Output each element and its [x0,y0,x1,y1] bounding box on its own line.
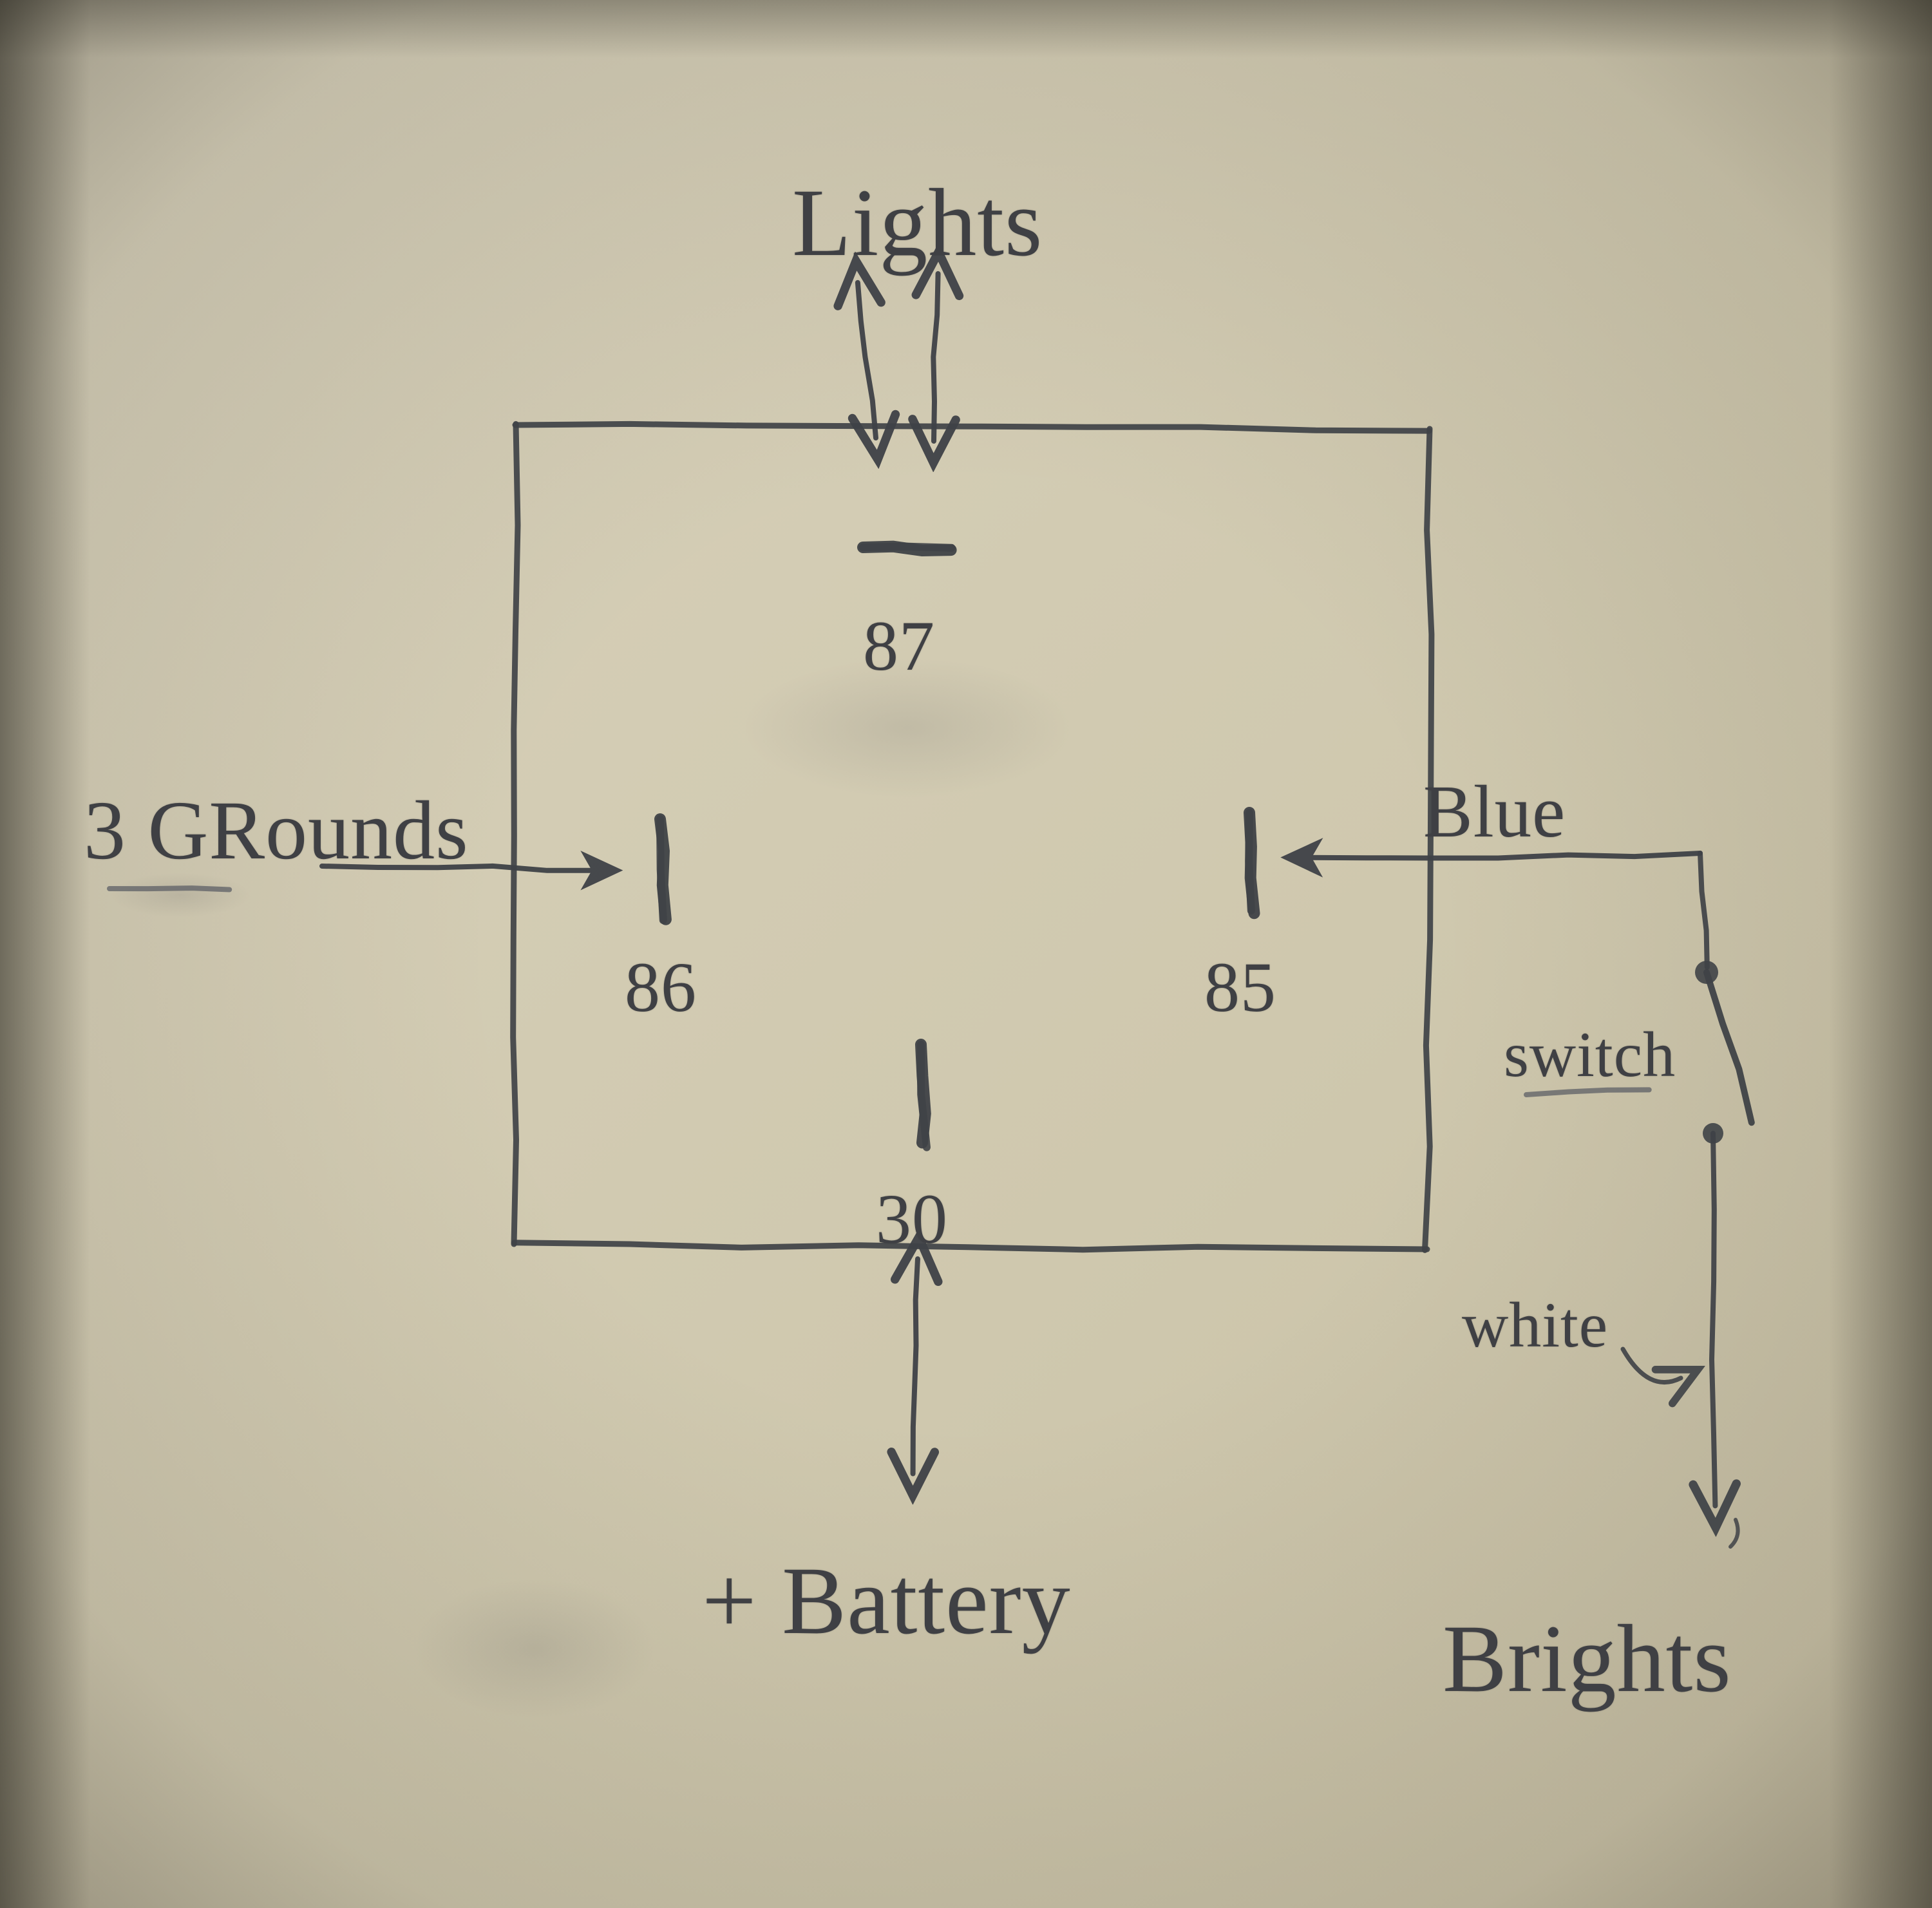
relay-box [513,424,1432,1250]
terminal-30-number: 30 [876,1178,948,1260]
switch-circuit [1695,853,1752,1547]
terminal-86-number: 86 [625,947,697,1028]
label-lights: Lights [792,167,1043,278]
label-blue: Blue [1423,770,1566,855]
label-white: white [1462,1288,1608,1362]
terminal-87-number: 87 [863,605,935,687]
label-battery: + Battery [702,1545,1071,1656]
label-grounds: 3 GRounds [84,782,469,879]
label-switch: switch [1504,1017,1676,1091]
terminal-85-number: 85 [1204,947,1276,1028]
relay-terminals [660,547,1255,1148]
label-brights: Brights [1443,1603,1732,1714]
label-underlines [109,888,1649,1095]
